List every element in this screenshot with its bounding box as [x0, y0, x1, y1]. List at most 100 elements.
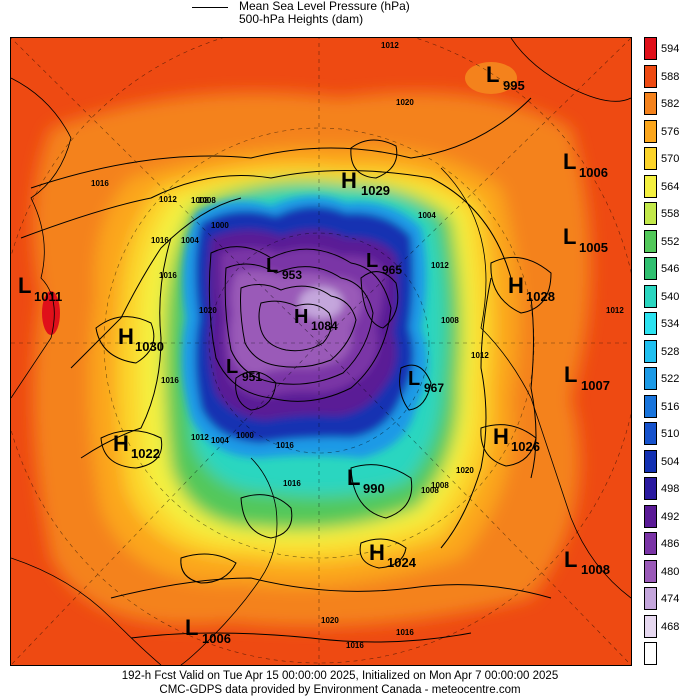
scale-label: 492	[661, 510, 680, 523]
scale-swatch	[644, 642, 657, 665]
isobar-label: 1016	[159, 271, 177, 280]
scale-swatch	[644, 229, 657, 253]
scale-swatch	[644, 37, 657, 60]
isobar-label: 1000	[236, 431, 254, 440]
scale-swatch	[644, 312, 657, 335]
svg-text:1006: 1006	[202, 631, 231, 646]
scale-swatch	[644, 614, 657, 638]
scale-label: 546	[661, 263, 680, 275]
svg-text:1008: 1008	[581, 562, 610, 577]
scale-swatch	[644, 119, 657, 143]
pressure-center: L 965	[366, 250, 402, 277]
scale-swatch	[644, 339, 657, 363]
scale-label: 570	[661, 153, 680, 165]
isobar-label: 1008	[421, 486, 439, 495]
forecast-validity-text: 192-h Fcst Valid on Tue Apr 15 00:00:00 …	[121, 670, 559, 682]
scale-label: 588	[661, 70, 680, 83]
isobar-label: 1012	[191, 433, 209, 442]
scale-label: 552	[661, 235, 680, 248]
pressure-center: H 1024	[369, 540, 417, 570]
svg-text:1006: 1006	[579, 165, 608, 180]
isobar-label: 1004	[418, 211, 436, 220]
svg-text:H: H	[508, 273, 524, 298]
scale-label: 528	[661, 345, 680, 358]
scale-swatch	[644, 587, 657, 610]
scale-label: 558	[661, 208, 680, 220]
scale-swatch	[644, 147, 657, 170]
svg-text:L: L	[486, 62, 499, 87]
svg-text:951: 951	[242, 370, 262, 384]
scale-label: 486	[661, 538, 680, 550]
svg-text:H: H	[294, 306, 308, 328]
svg-text:1026: 1026	[511, 439, 540, 454]
svg-text:L: L	[226, 356, 238, 378]
scale-label: 480	[661, 565, 680, 578]
scale-label: 468	[661, 620, 680, 633]
scale-swatch	[644, 477, 657, 500]
scale-swatch	[644, 64, 657, 88]
isobar-label: 1012	[431, 261, 449, 270]
svg-text:1029: 1029	[361, 183, 390, 198]
isobar-labels: 1012 1020 1016 1012 1008 1016 1016 1020 …	[91, 41, 624, 650]
svg-text:1022: 1022	[131, 446, 160, 461]
scale-swatch	[644, 559, 657, 583]
pressure-center: H 1084	[294, 306, 338, 333]
scale-label: 576	[661, 125, 680, 138]
svg-text:L: L	[563, 149, 576, 174]
isobar-label: 1000	[211, 221, 229, 230]
graticule	[11, 38, 631, 665]
scale-label: 522	[661, 373, 680, 385]
pressure-center: L 1005	[563, 224, 608, 255]
scale-swatch	[644, 504, 657, 528]
svg-text:L: L	[366, 250, 378, 272]
pressure-center: L 1006	[185, 615, 231, 646]
legend-isobar-label: Mean Sea Level Pressure (hPa)	[239, 0, 410, 13]
field-582-ne	[465, 62, 517, 94]
svg-text:965: 965	[382, 263, 402, 277]
scale-swatch	[644, 422, 657, 445]
svg-text:L: L	[185, 615, 198, 640]
scale-swatch	[644, 257, 657, 280]
scale-label: 540	[661, 290, 680, 303]
isobar-label: 1012	[471, 351, 489, 360]
isobar-label: 1004	[211, 436, 229, 445]
isobar-legend-line	[192, 7, 228, 8]
isobar-label: 1008	[198, 196, 216, 205]
isobar-label: 1016	[151, 236, 169, 245]
svg-text:H: H	[369, 540, 385, 565]
svg-text:1084: 1084	[311, 319, 338, 333]
pressure-center: H 1028	[508, 273, 555, 304]
isobar-label: 1016	[161, 376, 179, 385]
isobars	[20, 97, 552, 643]
svg-text:L: L	[266, 255, 278, 277]
svg-text:953: 953	[282, 268, 302, 282]
isobar-label: 1012	[159, 195, 177, 204]
height-field	[11, 38, 631, 665]
scale-label: 594	[661, 43, 680, 55]
pressure-center: L 953	[266, 255, 302, 282]
scale-label: 474	[661, 593, 680, 605]
svg-text:H: H	[493, 424, 509, 449]
isobar-label: 1016	[276, 441, 294, 450]
field-474	[299, 287, 343, 319]
isobar-label: 1020	[396, 98, 414, 107]
svg-text:L: L	[18, 273, 31, 298]
svg-text:1007: 1007	[581, 378, 610, 393]
scale-swatch	[644, 532, 657, 555]
scale-swatch	[644, 449, 657, 473]
pressure-center: L 990	[347, 465, 385, 496]
scale-label: 498	[661, 483, 680, 495]
map-canvas: L 995 H 1029 L 1006 L 1005 H 1028 L 1011	[11, 38, 631, 665]
isobar-label: 1008	[431, 481, 449, 490]
pressure-center: L 1007	[564, 362, 610, 393]
isobar-label: 1016	[283, 479, 301, 488]
isobar-label: 1012	[381, 41, 399, 50]
svg-text:1028: 1028	[526, 289, 555, 304]
svg-text:H: H	[113, 431, 129, 456]
scale-swatch	[644, 394, 657, 418]
svg-text:995: 995	[503, 78, 525, 93]
scale-label: 516	[661, 400, 680, 413]
forecast-map: L 995 H 1029 L 1006 L 1005 H 1028 L 1011	[10, 37, 632, 666]
scale-swatch	[644, 202, 657, 225]
scale-swatch	[644, 174, 657, 198]
